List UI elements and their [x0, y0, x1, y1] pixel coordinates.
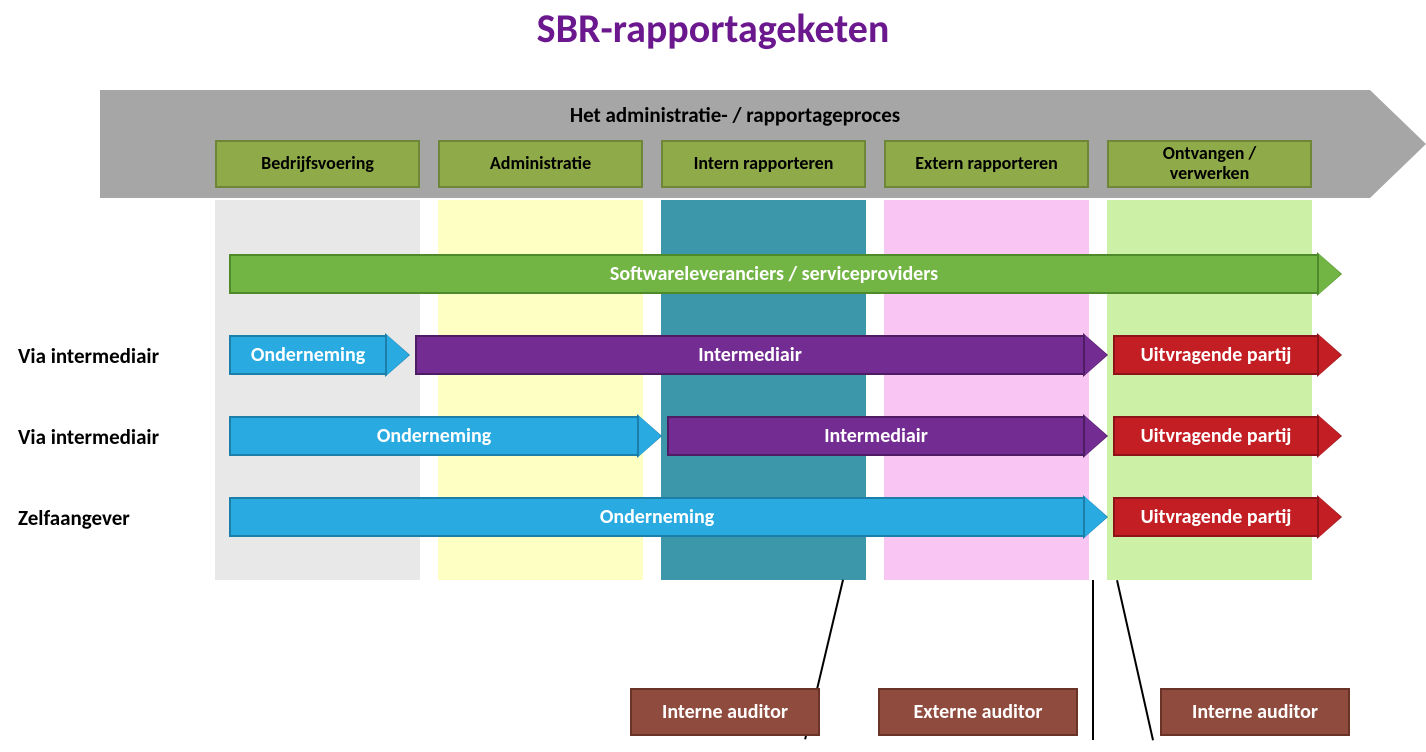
flow-body: Onderneming: [229, 416, 639, 456]
phase-label: Ontvangen / verwerken: [1163, 144, 1257, 184]
row-label-rlabel2: Via intermediair: [18, 417, 159, 457]
flow-body: Intermediair: [667, 416, 1085, 456]
flow-label: Intermediair: [698, 343, 802, 367]
flow-r1s2: Uitvragende partij: [1113, 335, 1341, 375]
flow-label: Uitvragende partij: [1141, 505, 1292, 529]
flow-r0s0: Softwareleveranciers / serviceproviders: [229, 254, 1341, 294]
flow-arrowhead-icon: [387, 335, 409, 375]
flow-body: Uitvragende partij: [1113, 416, 1319, 456]
phase-ontvangen: Ontvangen / verwerken: [1107, 140, 1312, 188]
flow-arrowhead-icon: [1085, 416, 1107, 456]
flow-r2s0: Onderneming: [229, 416, 661, 456]
flow-label: Intermediair: [824, 424, 928, 448]
phase-label: Administratie: [490, 154, 591, 174]
flow-body: Uitvragende partij: [1113, 335, 1319, 375]
auditor-label: Externe auditor: [914, 700, 1043, 724]
flow-body: Onderneming: [229, 335, 387, 375]
flow-arrowhead-icon: [1085, 335, 1107, 375]
phase-label: Bedrijfsvoering: [261, 154, 374, 174]
auditor-label: Interne auditor: [662, 700, 788, 724]
flow-arrowhead-icon: [1319, 497, 1341, 537]
phase-label: Extern rapporteren: [915, 154, 1058, 174]
connector-c2: [1093, 580, 1095, 740]
flow-body: Uitvragende partij: [1113, 497, 1319, 537]
auditor-label: Interne auditor: [1192, 700, 1318, 724]
flow-body: Intermediair: [415, 335, 1085, 375]
diagram-canvas: SBR-rapportageketen Het administratie- / …: [0, 0, 1426, 752]
flow-r2s1: Intermediair: [667, 416, 1107, 456]
auditor-aud1: Interne auditor: [630, 688, 820, 736]
phase-intern: Intern rapporteren: [661, 140, 866, 188]
flow-r3s1: Uitvragende partij: [1113, 497, 1341, 537]
flow-arrowhead-icon: [1319, 335, 1341, 375]
flow-body: Onderneming: [229, 497, 1085, 537]
phase-label: Intern rapporteren: [694, 154, 834, 174]
flow-r2s2: Uitvragende partij: [1113, 416, 1341, 456]
flow-label: Softwareleveranciers / serviceproviders: [610, 262, 938, 286]
flow-arrowhead-icon: [1319, 254, 1341, 294]
flow-arrowhead-icon: [1319, 416, 1341, 456]
process-banner-arrowhead-icon: [1370, 90, 1426, 198]
flow-arrowhead-icon: [639, 416, 661, 456]
flow-r1s1: Intermediair: [415, 335, 1107, 375]
connector-c3: [1117, 580, 1154, 740]
auditor-aud2: Externe auditor: [878, 688, 1078, 736]
flow-r3s0: Onderneming: [229, 497, 1107, 537]
flow-label: Uitvragende partij: [1141, 343, 1292, 367]
flow-label: Onderneming: [251, 343, 365, 367]
phase-administratie: Administratie: [438, 140, 643, 188]
flow-label: Uitvragende partij: [1141, 424, 1292, 448]
diagram-title: SBR-rapportageketen: [0, 4, 1426, 53]
row-label-rlabel1: Via intermediair: [18, 336, 159, 376]
phase-extern: Extern rapporteren: [884, 140, 1089, 188]
process-banner-label: Het administratie- / rapportageproces: [100, 102, 1370, 128]
flow-body: Softwareleveranciers / serviceproviders: [229, 254, 1319, 294]
flow-arrowhead-icon: [1085, 497, 1107, 537]
flow-label: Onderneming: [377, 424, 491, 448]
flow-label: Onderneming: [600, 505, 714, 529]
flow-r1s0: Onderneming: [229, 335, 409, 375]
phase-bedrijfsvoering: Bedrijfsvoering: [215, 140, 420, 188]
row-label-rlabel3: Zelfaangever: [18, 498, 130, 538]
auditor-aud3: Interne auditor: [1160, 688, 1350, 736]
